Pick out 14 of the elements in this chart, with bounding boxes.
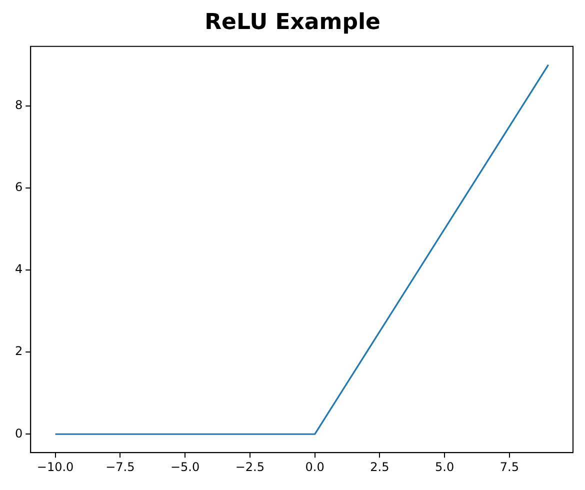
x-tick-label: −5.0: [170, 460, 200, 474]
y-tick-label: 8: [14, 98, 23, 112]
y-tick-label: 6: [14, 180, 23, 194]
y-tick-label: 4: [14, 262, 23, 276]
x-tick-label: 5.0: [435, 460, 454, 474]
x-tick-label: −7.5: [106, 460, 135, 474]
y-tick-label: 0: [14, 426, 23, 440]
chart-title: ReLU Example: [204, 10, 380, 35]
x-tick-label: 2.5: [370, 460, 390, 474]
x-tick-label: −2.5: [235, 460, 264, 474]
x-tick-label: 0.0: [305, 460, 324, 474]
x-tick-label: −10.0: [36, 460, 74, 474]
x-tick-label: 7.5: [500, 460, 519, 474]
y-tick-label: 2: [14, 344, 23, 358]
